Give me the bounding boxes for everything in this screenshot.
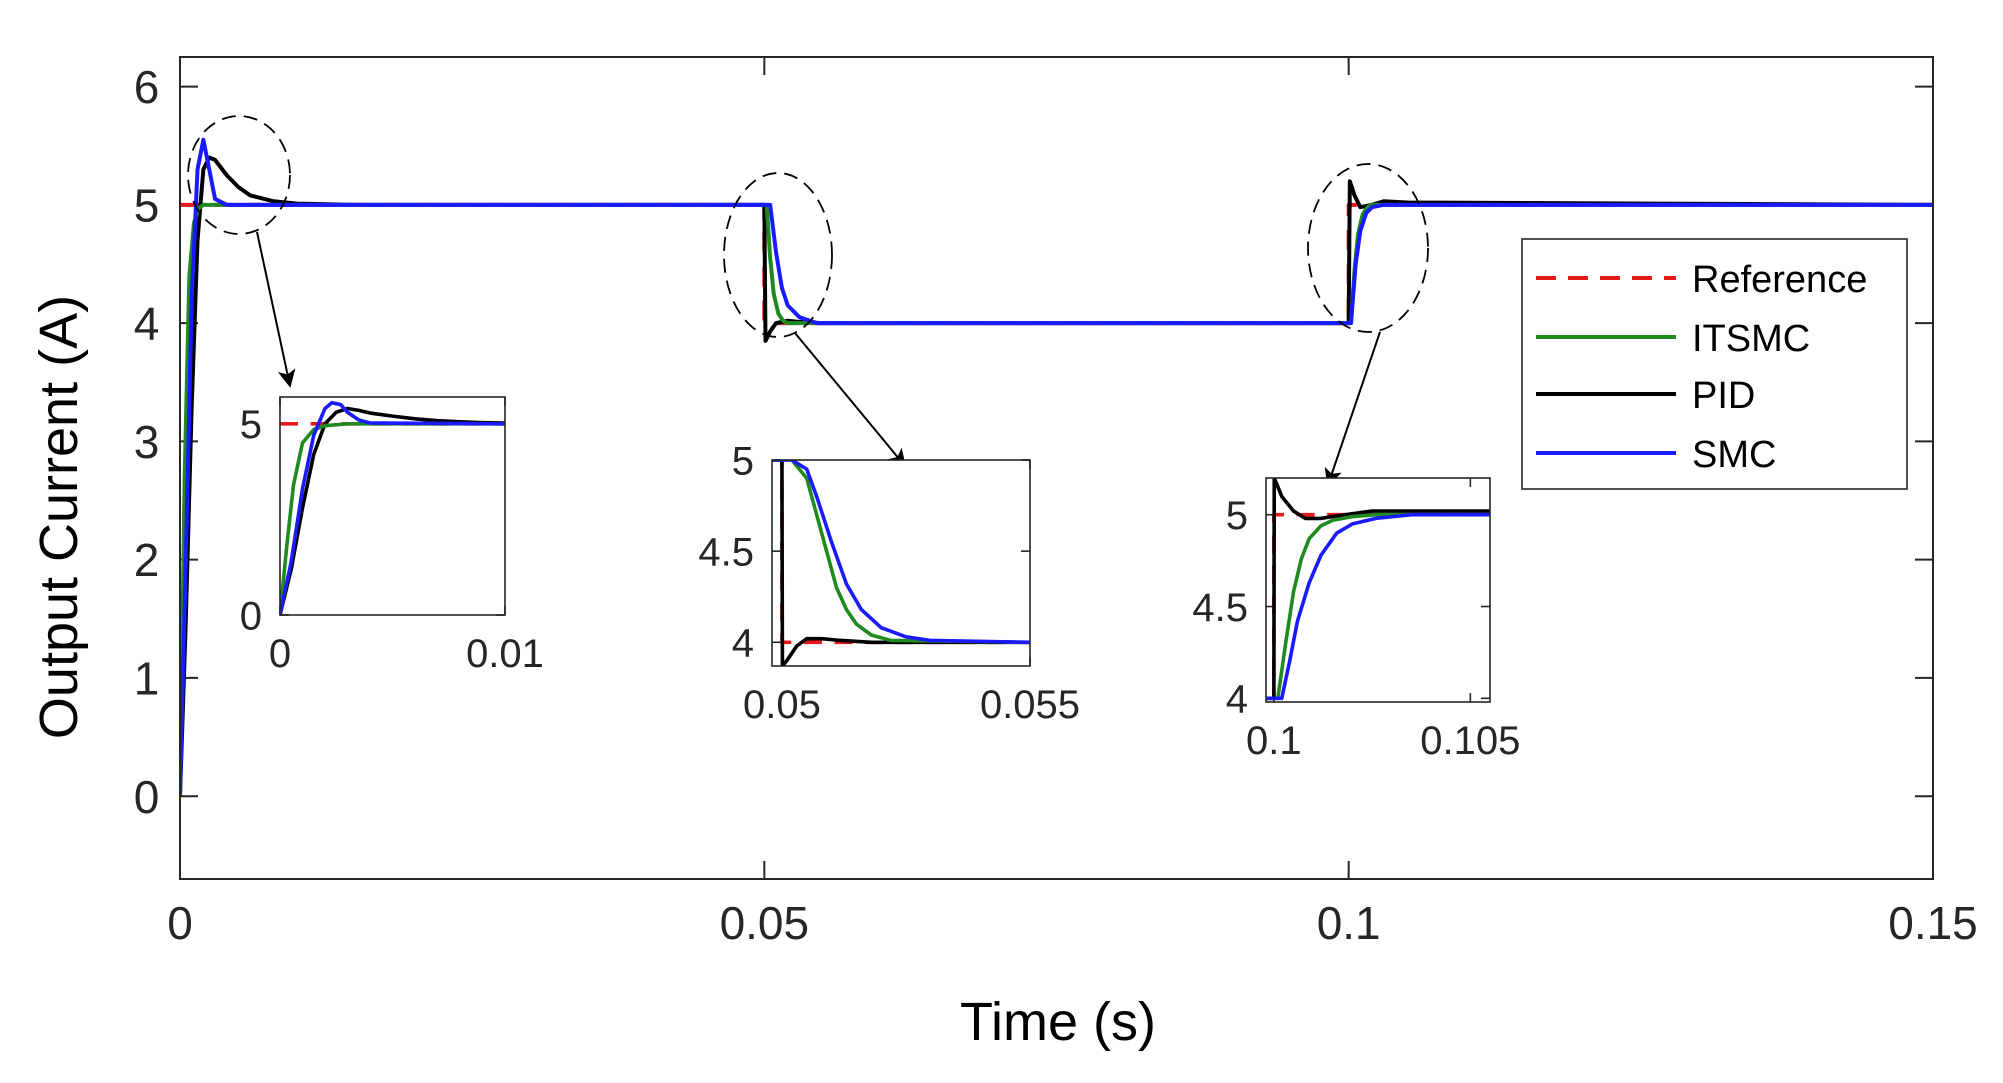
- inset-2-series-smc: [772, 460, 1030, 645]
- inset-layer: 0 0.01 0 5 0.05 0.055 4 4.5 5 0.1 0.105 4 4.5 5: [240, 396, 1520, 763]
- inset-3-y-tick-label: 4: [1226, 678, 1248, 722]
- inset-3-series-pid: [1266, 478, 1490, 701]
- main-y-tick-label: 3: [134, 416, 160, 468]
- inset-1-frame: [279, 396, 506, 616]
- inset-start-transient: 0 0.01 0 5: [240, 396, 544, 676]
- inset-1-y-tick-label: 0: [240, 594, 262, 638]
- main-y-tick-label: 0: [134, 771, 160, 823]
- inset-1-plot-area: [280, 397, 505, 615]
- zoom-ellipse-2: [723, 172, 833, 338]
- main-x-tick-label: 0.15: [1888, 897, 1978, 949]
- zoom-arrow-1: [256, 231, 296, 388]
- inset-step-up-transient: 0.1 0.105 4 4.5 5: [1192, 477, 1520, 763]
- inset-1-y-tick-label: 5: [240, 403, 262, 447]
- inset-3-frame: [1265, 477, 1491, 703]
- main-x-tick-label: 0.1: [1317, 897, 1381, 949]
- inset-3-series-smc: [1266, 512, 1490, 701]
- legend-label-pid: PID: [1692, 375, 1755, 417]
- legend: Reference ITSMC PID SMC: [1521, 238, 1908, 490]
- inset-1-x-tick-label: 0: [269, 632, 291, 676]
- inset-2-y-tick-label: 4.5: [698, 531, 754, 575]
- inset-2-x-tick-label: 0.055: [980, 683, 1080, 727]
- inset-3-x-tick-label: 0.1: [1246, 719, 1302, 763]
- zoom-highlight-layer: [187, 115, 1429, 487]
- main-y-tick-label: 2: [134, 534, 160, 586]
- inset-1-series-smc: [280, 400, 505, 615]
- inset-1-x-tick-label: 0.01: [466, 632, 544, 676]
- inset-step-down-transient: 0.05 0.055 4 4.5 5: [698, 439, 1080, 727]
- inset-2-y-tick-label: 4: [732, 622, 754, 666]
- main-series-smc: [180, 137, 1933, 797]
- inset-3-y-tick-label: 5: [1226, 494, 1248, 538]
- inset-3-y-tick-label: 4.5: [1192, 586, 1248, 630]
- main-x-tick-label: 0.05: [720, 897, 810, 949]
- inset-1-series-pid: [280, 406, 505, 615]
- y-axis-title: Output Current (A): [29, 295, 89, 739]
- main-x-tick-label: 0: [167, 897, 193, 949]
- main-y-tick-label: 5: [134, 179, 160, 231]
- zoom-arrow-2: [794, 332, 907, 468]
- main-y-tick-label: 6: [134, 61, 160, 113]
- main-series-itsmc: [180, 202, 1933, 797]
- legend-box: [1521, 238, 1908, 490]
- inset-2-y-tick-label: 5: [732, 439, 754, 483]
- inset-2-series-pid: [772, 460, 1030, 666]
- inset-1-series-itsmc: [280, 421, 505, 615]
- main-y-tick-label: 1: [134, 652, 160, 704]
- zoom-arrow-3: [1324, 331, 1381, 487]
- x-axis-title: Time (s): [960, 992, 1156, 1052]
- legend-label-smc: SMC: [1692, 434, 1776, 476]
- main-y-tick-label: 4: [134, 298, 160, 350]
- legend-label-itsmc: ITSMC: [1692, 318, 1810, 360]
- main-frame: [179, 56, 1934, 880]
- inset-2-x-tick-label: 0.05: [743, 683, 821, 727]
- zoom-ellipse-3: [1307, 163, 1429, 333]
- zoom-ellipse-1: [187, 115, 291, 235]
- inset-2-series-itsmc: [772, 460, 1030, 645]
- inset-2-frame: [771, 459, 1031, 667]
- legend-label-reference: Reference: [1692, 259, 1867, 301]
- inset-3-x-tick-label: 0.105: [1420, 719, 1520, 763]
- inset-3-series-itsmc: [1266, 512, 1490, 701]
